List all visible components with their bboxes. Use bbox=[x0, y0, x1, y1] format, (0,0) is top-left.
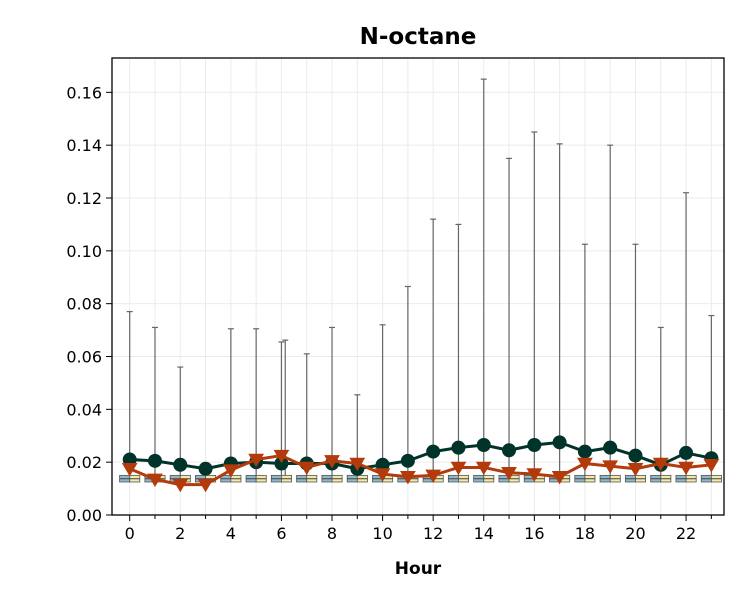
data-point bbox=[627, 463, 644, 477]
data-point bbox=[552, 435, 567, 450]
data-point bbox=[526, 468, 543, 482]
data-point bbox=[198, 461, 213, 476]
chart-title: N-octane bbox=[360, 24, 477, 50]
data-point bbox=[121, 463, 138, 477]
box-whiskers bbox=[126, 78, 715, 476]
data-point bbox=[197, 478, 214, 493]
x-tick-label: 0 bbox=[125, 524, 135, 543]
y-tick-label: 0.06 bbox=[66, 348, 102, 367]
data-point bbox=[349, 457, 366, 472]
series-layer bbox=[121, 435, 720, 493]
data-point bbox=[679, 445, 694, 460]
data-point bbox=[475, 461, 492, 476]
y-tick-label: 0.02 bbox=[66, 453, 102, 472]
data-point bbox=[172, 478, 189, 493]
data-point bbox=[147, 473, 163, 487]
x-tick-label: 22 bbox=[676, 524, 696, 543]
data-point bbox=[426, 444, 441, 459]
data-point bbox=[628, 448, 643, 463]
y-tick-label: 0.14 bbox=[66, 136, 102, 155]
data-point bbox=[273, 449, 290, 464]
data-point bbox=[173, 457, 188, 472]
y-tick-label: 0.08 bbox=[66, 295, 102, 314]
y-tick-label: 0.04 bbox=[66, 400, 102, 419]
data-point bbox=[400, 453, 415, 468]
data-point bbox=[222, 464, 239, 478]
grid bbox=[112, 58, 724, 516]
data-point bbox=[577, 457, 593, 472]
data-point bbox=[374, 468, 391, 482]
x-tick-label: 6 bbox=[276, 524, 286, 543]
series-line bbox=[129, 454, 712, 487]
y-tick-label: 0.12 bbox=[66, 189, 102, 208]
data-point bbox=[603, 440, 618, 455]
series-line bbox=[129, 440, 712, 471]
x-tick-label: 16 bbox=[524, 524, 544, 543]
data-point bbox=[400, 470, 416, 485]
boxes bbox=[119, 474, 722, 483]
x-tick-label: 12 bbox=[423, 524, 443, 543]
y-tick-label: 0.16 bbox=[66, 83, 102, 102]
data-point bbox=[602, 460, 619, 474]
y-tick-label: 0.00 bbox=[66, 506, 102, 525]
x-tick-label: 18 bbox=[575, 524, 595, 543]
x-tick-label: 20 bbox=[625, 524, 645, 543]
data-point bbox=[501, 466, 517, 481]
data-point bbox=[703, 459, 720, 473]
data-point bbox=[298, 461, 315, 476]
data-point bbox=[324, 455, 340, 469]
y-axis: 0.00 0.02 0.04 0.06 0.08 0.10 0.12 0.14 0.16 bbox=[66, 83, 112, 525]
data-point bbox=[652, 457, 669, 472]
data-point bbox=[502, 443, 517, 458]
x-tick-label: 14 bbox=[474, 524, 494, 543]
data-point bbox=[551, 470, 568, 485]
data-point bbox=[248, 453, 265, 468]
x-tick-label: 4 bbox=[226, 524, 236, 543]
data-point bbox=[678, 461, 694, 476]
data-point bbox=[450, 461, 467, 476]
plot-frame bbox=[111, 57, 725, 516]
x-axis-label: Hour bbox=[395, 559, 442, 579]
data-point bbox=[476, 437, 491, 452]
data-point bbox=[577, 444, 592, 459]
data-point bbox=[147, 453, 162, 468]
data-point bbox=[451, 440, 466, 455]
data-point bbox=[527, 437, 542, 452]
x-axis: 0 2 4 6 8 10 12 14 16 18 20 22 bbox=[125, 515, 712, 543]
y-tick-label: 0.10 bbox=[66, 242, 102, 261]
x-tick-label: 2 bbox=[175, 524, 185, 543]
data-point bbox=[425, 469, 442, 484]
x-tick-label: 10 bbox=[372, 524, 392, 543]
x-tick-label: 8 bbox=[327, 524, 337, 543]
